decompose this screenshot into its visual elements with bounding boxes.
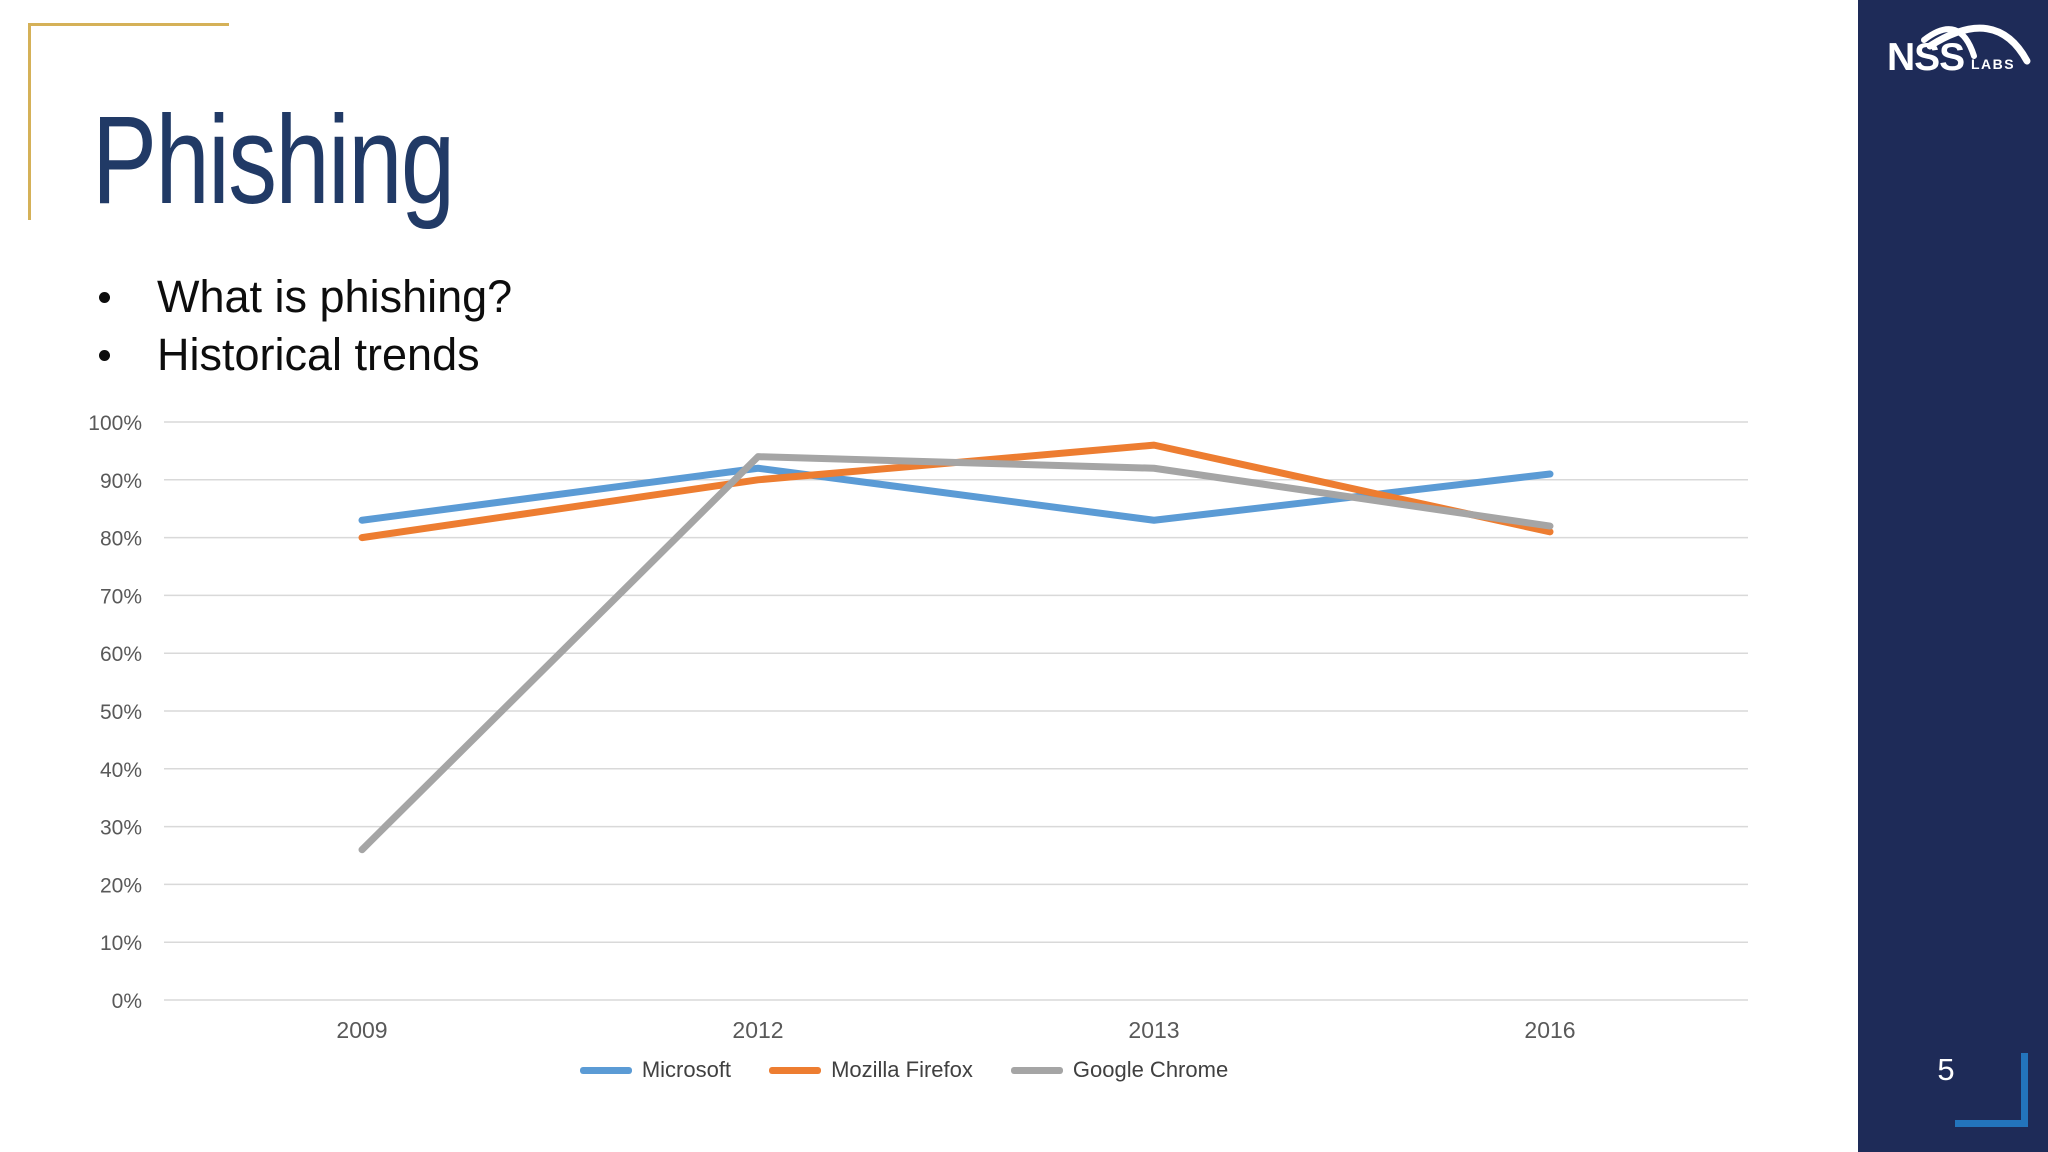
legend-item-mozilla-firefox: Mozilla Firefox bbox=[769, 1057, 973, 1083]
y-axis-tick-label: 90% bbox=[100, 470, 142, 493]
legend-label-microsoft: Microsoft bbox=[641, 1057, 732, 1082]
nss-labs-logo: NSS LABS bbox=[1887, 24, 2031, 79]
y-axis-tick-label: 10% bbox=[100, 932, 142, 955]
bullet-item: Historical trends bbox=[95, 326, 512, 384]
phishing-line-chart: 0% 10% 20% 30% 40% 50% 60% 70% 80% 90% 100% 2009 201… bbox=[60, 395, 1780, 1125]
legend-label-google-chrome: Google Chrome bbox=[1072, 1057, 1229, 1082]
sidebar: NSS LABS 5 bbox=[1858, 0, 2048, 1152]
logo-outer-arc bbox=[1926, 24, 2031, 65]
logo-subtext: LABS bbox=[1971, 56, 2015, 72]
logo-text: NSS bbox=[1887, 36, 1964, 79]
series-line-google-chrome bbox=[358, 453, 1554, 854]
legend-swatch-google-chrome bbox=[1010, 1066, 1063, 1074]
y-axis-tick-label: 40% bbox=[100, 759, 142, 782]
legend-swatch-mozilla-firefox bbox=[769, 1066, 822, 1074]
bullet-text: What is phishing? bbox=[157, 271, 513, 322]
y-axis-tick-label: 70% bbox=[100, 585, 142, 608]
y-axis-tick-label: 80% bbox=[100, 528, 142, 551]
x-axis-tick-label: 2012 bbox=[732, 1017, 783, 1043]
legend-swatch-microsoft bbox=[579, 1066, 632, 1074]
page-number: 5 bbox=[1937, 1052, 1955, 1087]
bullet-dot bbox=[99, 292, 110, 303]
y-axis-tick-label: 50% bbox=[100, 701, 142, 724]
bullet-text: Historical trends bbox=[157, 329, 480, 380]
x-axis-tick-label: 2009 bbox=[336, 1017, 387, 1043]
y-axis-tick-label: 100% bbox=[88, 412, 142, 435]
corner-bracket-decoration bbox=[1955, 1053, 2028, 1127]
x-axis-tick-label: 2013 bbox=[1128, 1017, 1179, 1043]
bullet-dot bbox=[99, 350, 110, 361]
chart-legend: Microsoft Mozilla Firefox Google Chrome bbox=[60, 1057, 1748, 1083]
gold-corner-decoration bbox=[28, 23, 229, 220]
slide-title: Phishing bbox=[92, 91, 455, 230]
y-axis-tick-label: 60% bbox=[100, 643, 142, 666]
legend-item-microsoft: Microsoft bbox=[579, 1057, 732, 1083]
y-axis-tick-label: 20% bbox=[100, 874, 142, 897]
legend-label-mozilla-firefox: Mozilla Firefox bbox=[831, 1057, 973, 1082]
x-axis-tick-label: 2016 bbox=[1524, 1017, 1575, 1043]
y-axis-tick-label: 30% bbox=[100, 817, 142, 840]
bullet-list: What is phishing? Historical trends bbox=[95, 268, 512, 384]
bullet-item: What is phishing? bbox=[95, 268, 512, 326]
chart-plot-area: 0% 10% 20% 30% 40% 50% 60% 70% 80% 90% 100% 2009 201… bbox=[88, 412, 1748, 1043]
legend-item-google-chrome: Google Chrome bbox=[1010, 1057, 1229, 1083]
y-axis-tick-label: 0% bbox=[112, 990, 142, 1013]
